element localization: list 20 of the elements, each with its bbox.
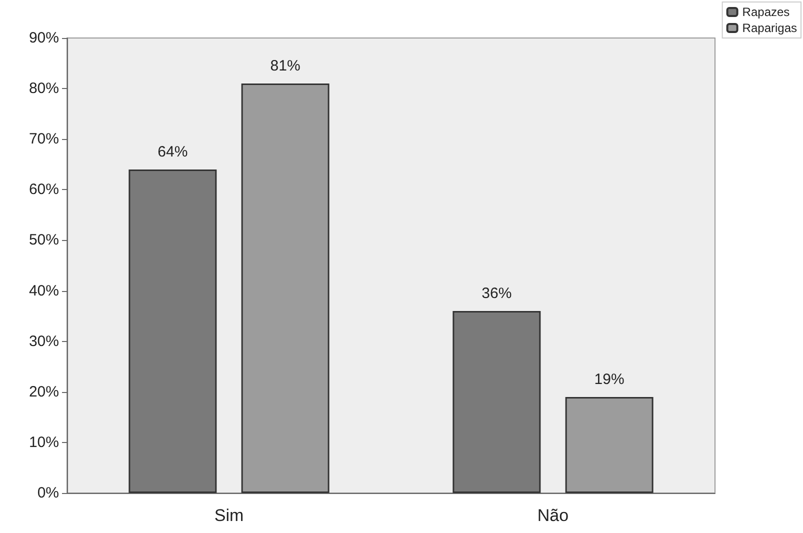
x-tick-label: Não [537,506,569,525]
x-tick-label: Sim [214,506,244,525]
data-label: 19% [594,370,624,388]
y-tick-label: 60% [28,181,59,198]
bar [452,311,541,493]
data-label: 36% [482,285,512,302]
y-tick-label: 40% [28,282,59,300]
y-tick-label: 80% [28,80,59,98]
y-tick-label: 0% [37,484,59,502]
bar [128,169,217,493]
y-tick-label: 50% [28,232,59,249]
data-label: 81% [270,58,300,74]
y-tick-label: 20% [28,383,59,400]
legend-label: Rapazes [742,5,790,19]
y-tick-label: 90% [28,30,59,46]
y-tick-label: 10% [28,434,59,451]
data-label: 64% [158,143,188,160]
y-tick-label: 70% [28,130,59,148]
legend-label: Raparigas [742,21,798,35]
y-tick-label: 30% [28,332,59,350]
